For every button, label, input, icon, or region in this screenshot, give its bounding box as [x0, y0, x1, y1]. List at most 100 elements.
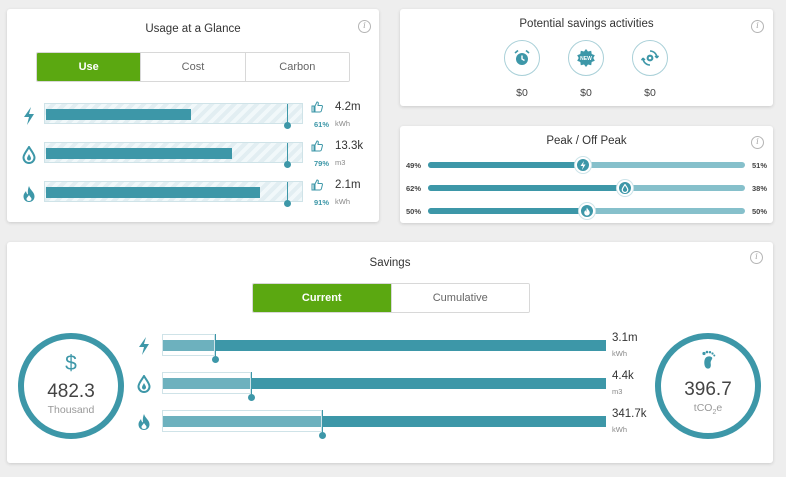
usage-percent: 91% [313, 198, 329, 207]
new-badge-icon: NEW [577, 49, 595, 67]
savings-marker-dot [212, 356, 219, 363]
savings-marker-dot [248, 394, 255, 401]
usage-value: 4.2m [335, 101, 361, 113]
activity-item[interactable]: $0 [502, 40, 542, 99]
usage-target-marker [284, 143, 291, 168]
activity-value: $0 [516, 87, 528, 99]
carbon-savings-ring: 396.7 tCO2e [655, 333, 761, 439]
savings-bar [162, 340, 606, 351]
money-savings-ring: $ 482.3 Thousand [18, 333, 124, 439]
activity-item[interactable]: $0 [630, 40, 670, 99]
savings-row-electricity: 3.1m kWh [0, 332, 786, 364]
usage-percent: 79% [313, 159, 329, 168]
peak-slider-fill [428, 208, 587, 214]
usage-card: Usage at a Glance i Use Cost Carbon 61% … [7, 9, 379, 222]
usage-row-gas: 91% 2.1m kWh [7, 179, 379, 209]
usage-percent: 61% [313, 120, 329, 129]
thumbs-up-icon [311, 101, 323, 113]
peak-percent: 49% [406, 161, 422, 170]
usage-target-dot [284, 122, 291, 129]
off-peak-percent: 38% [751, 184, 767, 193]
savings-baseline-box [162, 372, 251, 394]
info-icon[interactable]: i [751, 20, 764, 33]
peak-title: Peak / Off Peak [546, 135, 627, 147]
off-peak-percent: 50% [751, 207, 767, 216]
peak-row-electricity: 49% 51% [400, 157, 774, 179]
usage-bar [44, 181, 303, 207]
savings-row-gas: 341.7k kWh [0, 408, 786, 440]
footprint-icon [702, 350, 716, 369]
tab-current[interactable]: Current [253, 284, 391, 312]
peak-row-gas: 50% 50% [400, 203, 774, 225]
activity-button[interactable]: NEW [568, 40, 604, 76]
savings-value: 341.7k [612, 408, 647, 420]
info-icon[interactable]: i [358, 20, 371, 33]
new-badge-text: NEW [580, 56, 592, 62]
usage-target-dot [284, 161, 291, 168]
peak-percent: 62% [406, 184, 422, 193]
carbon-unit-prefix: tCO [693, 402, 713, 414]
savings-title: Savings [369, 257, 411, 269]
peak-slider-knob[interactable] [579, 203, 595, 219]
usage-target-marker [284, 182, 291, 207]
tab-carbon[interactable]: Carbon [244, 53, 349, 81]
tab-use[interactable]: Use [37, 53, 141, 81]
usage-value: 2.1m [335, 179, 361, 191]
savings-value: 4.4k [612, 370, 634, 382]
savings-value: 3.1m [612, 332, 638, 344]
usage-target-dot [284, 200, 291, 207]
money-savings-value: 482.3 [47, 381, 95, 402]
peak-row-water: 62% 38% [400, 180, 774, 202]
savings-row-water: 4.4k m3 [0, 370, 786, 402]
activities-title: Potential savings activities [519, 18, 654, 30]
money-savings-unit: Thousand [47, 404, 95, 416]
lightning-icon [24, 107, 34, 125]
savings-baseline-box [162, 410, 322, 432]
carbon-unit-suffix: e [716, 402, 723, 414]
activities-card: Potential savings activities i $0 NEW $0… [400, 9, 773, 106]
refresh-gear-icon [641, 50, 659, 66]
usage-bar [44, 142, 303, 168]
carbon-savings-unit: tCO2e [661, 402, 755, 416]
usage-bar-fill [46, 148, 232, 159]
usage-title: Usage at a Glance [145, 23, 241, 35]
thumbs-up-icon [311, 179, 323, 191]
activity-button[interactable] [632, 40, 668, 76]
usage-unit: kWh [335, 197, 350, 206]
savings-marker [215, 334, 216, 360]
savings-bar [162, 416, 606, 427]
info-icon[interactable]: i [750, 251, 763, 264]
tab-cumulative[interactable]: Cumulative [390, 284, 529, 312]
flame-icon [584, 207, 590, 215]
activity-item[interactable]: NEW $0 [566, 40, 606, 99]
peak-slider[interactable] [428, 180, 745, 196]
carbon-savings-value: 396.7 [684, 379, 732, 400]
water-drop-icon [137, 375, 151, 393]
water-drop-icon [621, 183, 629, 193]
peak-slider-knob[interactable] [575, 157, 591, 173]
peak-slider[interactable] [428, 157, 745, 173]
peak-slider[interactable] [428, 203, 745, 219]
flame-icon [138, 414, 150, 430]
usage-bar-fill [46, 109, 191, 120]
thumbs-up-icon [311, 140, 323, 152]
info-icon[interactable]: i [751, 136, 764, 149]
savings-unit: kWh [612, 425, 627, 434]
usage-bar-fill [46, 187, 260, 198]
peak-slider-fill [428, 162, 583, 168]
peak-card: Peak / Off Peak i 49% 51% 62% 38% 50% [400, 126, 773, 223]
tab-cost[interactable]: Cost [140, 53, 245, 81]
peak-slider-knob[interactable] [617, 180, 633, 196]
alarm-clock-icon [514, 49, 530, 65]
savings-bar [162, 378, 606, 389]
off-peak-percent: 51% [751, 161, 767, 170]
peak-percent: 50% [406, 207, 422, 216]
savings-marker [251, 372, 252, 398]
lightning-icon [580, 160, 586, 170]
savings-marker [322, 410, 323, 436]
savings-toggle: Current Cumulative [252, 283, 530, 313]
water-drop-icon [22, 146, 36, 164]
activity-button[interactable] [504, 40, 540, 76]
carbon-unit-subscript: 2 [712, 409, 717, 417]
usage-unit: kWh [335, 119, 350, 128]
